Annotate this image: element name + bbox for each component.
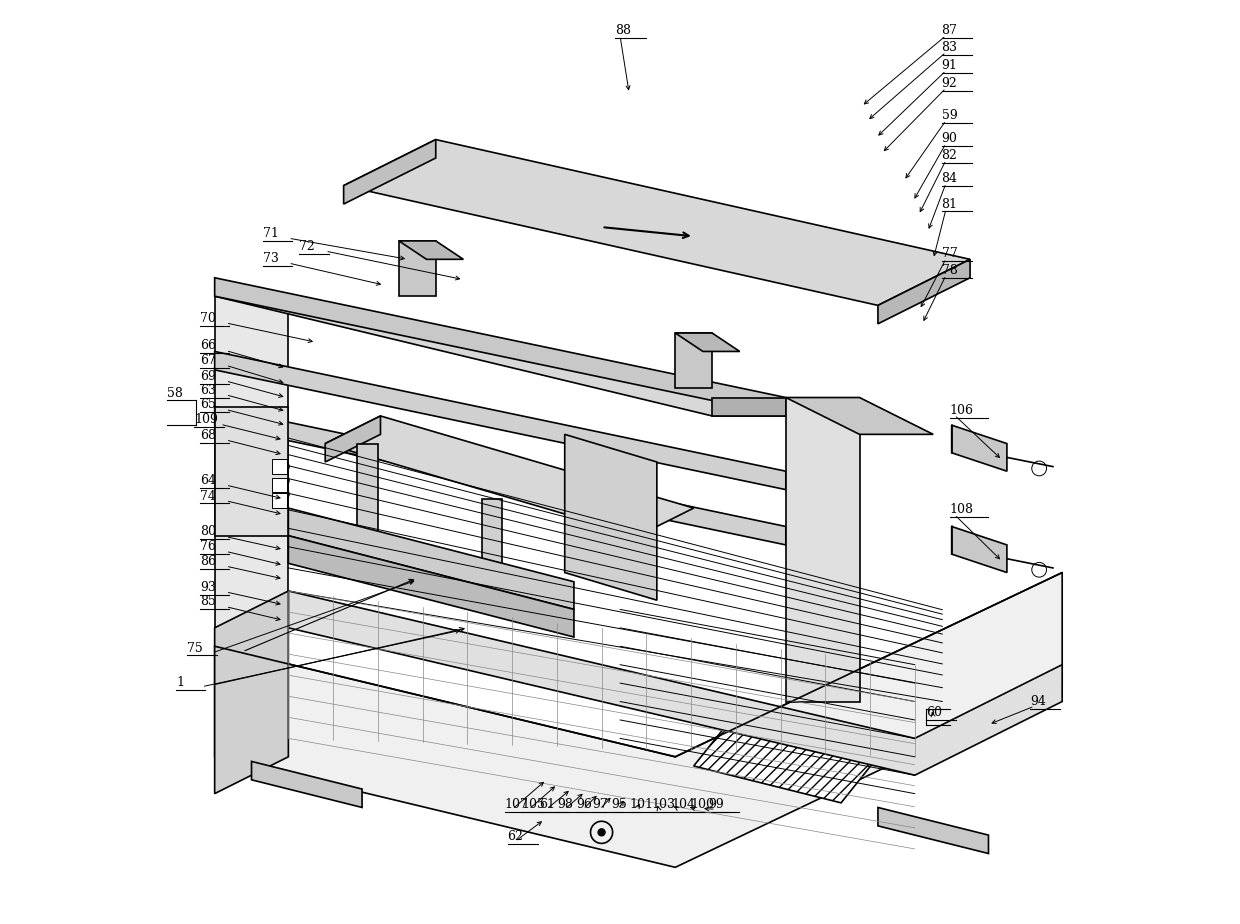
Bar — [272, 459, 286, 474]
Text: 84: 84 — [941, 172, 957, 185]
Text: 82: 82 — [941, 149, 957, 162]
Polygon shape — [343, 140, 970, 306]
Text: 70: 70 — [200, 311, 216, 324]
Bar — [272, 478, 286, 492]
Text: 61: 61 — [539, 798, 556, 811]
Polygon shape — [786, 397, 934, 434]
Text: 77: 77 — [941, 248, 957, 261]
Text: 104: 104 — [672, 798, 696, 811]
Polygon shape — [215, 591, 289, 794]
Polygon shape — [215, 278, 786, 416]
Text: 78: 78 — [941, 264, 957, 277]
Text: 87: 87 — [941, 24, 957, 37]
Text: 65: 65 — [200, 398, 216, 411]
Polygon shape — [786, 397, 859, 701]
Text: 81: 81 — [941, 198, 957, 211]
Text: 91: 91 — [941, 59, 957, 72]
Bar — [482, 499, 502, 610]
Text: 99: 99 — [708, 798, 724, 811]
Text: 96: 96 — [575, 798, 591, 811]
Text: 72: 72 — [299, 240, 315, 253]
Polygon shape — [951, 425, 1007, 471]
Text: 1: 1 — [176, 675, 184, 688]
Text: 100: 100 — [689, 798, 714, 811]
Text: 88: 88 — [615, 24, 631, 37]
Polygon shape — [289, 508, 574, 610]
Polygon shape — [215, 407, 289, 536]
Bar — [272, 493, 286, 508]
Text: 66: 66 — [200, 339, 216, 352]
Text: 98: 98 — [557, 798, 573, 811]
Text: 97: 97 — [593, 798, 608, 811]
Polygon shape — [564, 434, 657, 601]
Polygon shape — [215, 297, 786, 416]
Text: 74: 74 — [200, 490, 216, 503]
Text: 67: 67 — [200, 354, 216, 367]
Text: 85: 85 — [200, 595, 216, 609]
Bar — [357, 444, 378, 573]
Text: 71: 71 — [263, 227, 279, 240]
Text: 105: 105 — [522, 798, 546, 811]
Text: 106: 106 — [950, 404, 973, 417]
Circle shape — [598, 829, 605, 836]
Text: 60: 60 — [926, 706, 942, 719]
Text: 68: 68 — [200, 429, 216, 442]
Text: 58: 58 — [166, 387, 182, 400]
Text: 95: 95 — [611, 798, 626, 811]
Polygon shape — [343, 140, 435, 204]
Polygon shape — [215, 351, 786, 490]
Text: 90: 90 — [941, 132, 957, 145]
Polygon shape — [325, 416, 693, 536]
Polygon shape — [951, 527, 1007, 573]
Text: 75: 75 — [187, 641, 203, 654]
Text: 73: 73 — [263, 252, 279, 265]
Text: 59: 59 — [941, 109, 957, 122]
Text: 107: 107 — [505, 798, 528, 811]
Text: 80: 80 — [200, 526, 216, 539]
Text: 83: 83 — [941, 41, 957, 54]
Polygon shape — [693, 720, 878, 803]
Text: 69: 69 — [200, 370, 216, 383]
Text: 64: 64 — [200, 474, 216, 487]
Polygon shape — [676, 333, 712, 388]
Text: 76: 76 — [200, 541, 216, 553]
Polygon shape — [676, 333, 740, 351]
Polygon shape — [878, 260, 970, 323]
Polygon shape — [215, 573, 1063, 868]
Polygon shape — [289, 536, 574, 637]
Text: 94: 94 — [1030, 695, 1045, 708]
Text: 62: 62 — [507, 831, 523, 844]
Polygon shape — [289, 591, 1063, 775]
Polygon shape — [712, 397, 786, 416]
Polygon shape — [325, 416, 381, 462]
Text: 101: 101 — [629, 798, 653, 811]
Polygon shape — [399, 241, 464, 260]
Text: 109: 109 — [195, 413, 218, 426]
Polygon shape — [215, 407, 786, 545]
Text: 92: 92 — [941, 77, 957, 90]
Polygon shape — [215, 297, 289, 646]
Text: 108: 108 — [950, 504, 973, 517]
Text: 93: 93 — [200, 581, 216, 594]
Polygon shape — [878, 808, 988, 854]
Text: 103: 103 — [651, 798, 676, 811]
Polygon shape — [399, 241, 435, 297]
Text: 63: 63 — [200, 383, 216, 396]
Text: 86: 86 — [200, 555, 216, 568]
Polygon shape — [252, 761, 362, 808]
